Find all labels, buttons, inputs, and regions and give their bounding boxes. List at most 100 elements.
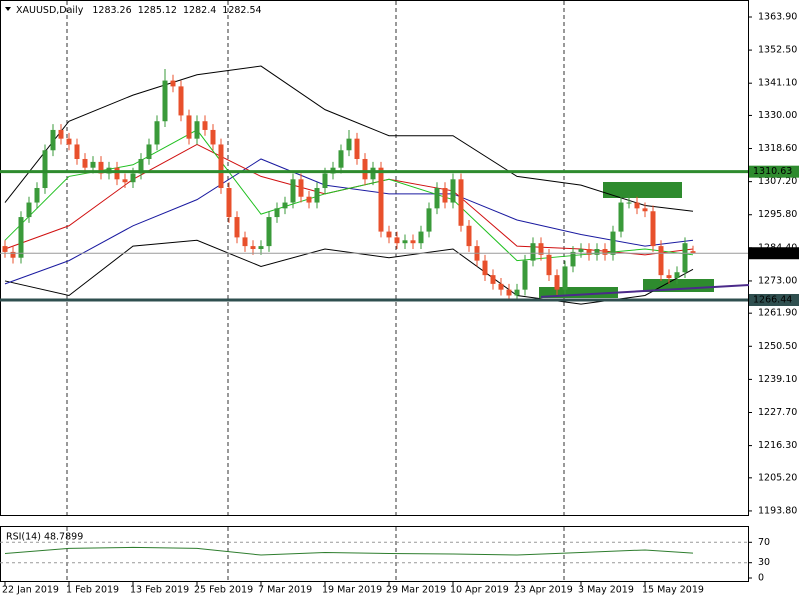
candle-body (466, 225, 472, 247)
candle-body (690, 251, 696, 254)
level-label-box (749, 165, 799, 178)
rsi-panel (0, 526, 749, 582)
candle-body (554, 275, 560, 290)
x-tick-label: 25 Feb 2019 (194, 585, 253, 596)
candle-body (186, 115, 192, 139)
candle-body (538, 243, 544, 255)
candle-body (418, 231, 424, 244)
candle-body (210, 129, 216, 145)
candle-body (50, 129, 56, 151)
candle-body (578, 249, 584, 252)
level-label-box (749, 247, 799, 260)
candle-body (506, 289, 512, 296)
candle-body (354, 138, 360, 159)
y-tick-label: 1250.50 (758, 341, 797, 352)
y-tick-label: 1352.50 (758, 45, 797, 56)
candle-body (306, 196, 312, 203)
candle-body (586, 249, 592, 255)
candle-body (498, 283, 504, 290)
candle-body (2, 246, 8, 252)
candle-body (90, 161, 96, 168)
candle-body (482, 260, 488, 276)
level-label: 1266.44 (753, 294, 792, 305)
candle-body (666, 275, 672, 279)
candle-body (122, 179, 128, 183)
candle-body (594, 249, 600, 255)
x-tick-label: 23 Apr 2019 (514, 585, 573, 596)
candle-body (626, 202, 632, 204)
candle-body (114, 167, 120, 180)
candle-body (546, 254, 552, 276)
period-separators (66, 1, 565, 581)
candle-body (458, 179, 464, 226)
rsi-title: RSI(14) 48.7899 (6, 532, 83, 543)
candle-body (338, 150, 344, 168)
candle-body (226, 188, 232, 218)
candle-body (658, 246, 664, 276)
candle-body (146, 144, 152, 159)
candle-body (258, 246, 264, 250)
candle-body (674, 272, 680, 279)
candle-body (570, 251, 576, 267)
candle-body (346, 138, 352, 151)
candle-body (26, 202, 32, 218)
level-label-box (749, 293, 799, 306)
candle-body (442, 188, 448, 203)
candle-body (410, 240, 416, 244)
candle-body (562, 266, 568, 290)
zone (539, 287, 618, 298)
y-tick-label: 1318.60 (758, 143, 797, 154)
high: 1285.12 (138, 5, 177, 16)
indicator-line (4, 129, 694, 262)
y-tick-label: 70 (758, 537, 770, 548)
candle-body (18, 217, 24, 258)
candle-body (274, 208, 280, 218)
y-tick-label: 1273.00 (758, 275, 797, 286)
y-tick-label: 1330.00 (758, 110, 797, 121)
indicator-line (4, 158, 694, 285)
x-tick-label: 3 May 2019 (578, 585, 634, 596)
candle-body (138, 158, 144, 174)
low: 1282.4 (183, 5, 216, 16)
candle-body (154, 121, 160, 145)
candle-body (378, 167, 384, 232)
y-tick-label: 30 (758, 557, 770, 568)
candle-body (394, 237, 400, 244)
candle-body (386, 231, 392, 238)
candle-body (42, 150, 48, 189)
candle-body (322, 173, 328, 189)
y-tick-label: 1193.80 (758, 505, 797, 516)
candle-body (242, 237, 248, 247)
y-tick-label: 1307.20 (758, 176, 797, 187)
x-tick-label: 13 Feb 2019 (130, 585, 189, 596)
main-panel (0, 0, 749, 516)
candle-body (298, 179, 304, 197)
candle-body (450, 179, 456, 203)
plot-layer (0, 65, 750, 564)
y-tick-label: 1205.20 (758, 472, 797, 483)
menu-icon (5, 7, 11, 11)
candle-body (170, 80, 176, 87)
candle-body (218, 144, 224, 189)
candle-body (362, 158, 368, 180)
candle-body (58, 129, 64, 139)
level-label: 1282.54 (753, 248, 792, 259)
candle-body (34, 188, 40, 203)
candle-body (290, 179, 296, 203)
y-tick-label: 1261.90 (758, 308, 797, 319)
trend-line (540, 284, 750, 298)
candle-body (130, 173, 136, 183)
candle-body (250, 246, 256, 250)
header: XAUUSD,Daily 1283.26 1285.12 1282.4 1282… (16, 5, 262, 16)
candle-body (642, 208, 648, 212)
y-tick-label: 1341.10 (758, 78, 797, 89)
x-tick-label: 7 Mar 2019 (258, 585, 312, 596)
candle-body (74, 144, 80, 159)
y-tick-label: 1239.10 (758, 374, 797, 385)
x-tick-label: 1 Feb 2019 (66, 585, 119, 596)
open: 1283.26 (92, 5, 131, 16)
candle-body (202, 121, 208, 130)
candle-body (178, 86, 184, 116)
close: 1282.54 (222, 5, 261, 16)
